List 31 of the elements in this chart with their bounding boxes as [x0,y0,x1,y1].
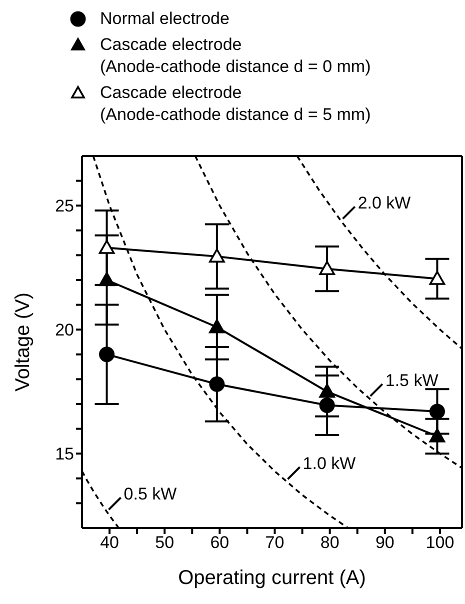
point [209,376,225,392]
x-tick-label: 70 [265,533,284,552]
annotation: 2.0 kW [358,194,411,213]
point [98,272,115,286]
x-tick-label: 90 [375,533,394,552]
point [209,319,225,334]
x-tick-label: 40 [100,533,119,552]
point [319,384,335,398]
point [429,270,446,285]
x-axis-title: Operating current (A) [178,567,366,589]
point [429,404,445,420]
y-axis-title: Voltage (V) [12,292,34,392]
annotation: 0.5 kW [124,484,177,504]
y-tick-label: 20 [55,320,74,340]
point [209,248,225,263]
legend-label: Normal electrode [100,8,230,30]
annotation: 1.0 kW [302,454,356,474]
x-tick-label: 50 [155,533,174,552]
legend-label: Cascade electrode (Anode-cathode distance d = 0 mm) [100,34,371,78]
y-tick-label: 15 [55,444,74,464]
x-tick-label: 60 [210,533,230,552]
point [319,260,335,275]
legend-label: Cascade electrode (Anode-cathode distance d = 5 mm) [100,82,371,126]
point [98,240,115,254]
x-tick-label: 100 [426,533,454,552]
point [429,428,446,442]
y-tick-label: 25 [55,196,74,216]
annotation: 1.5 kW [385,371,438,390]
point [319,397,335,413]
point [99,346,115,362]
x-tick-label: 80 [320,533,340,552]
